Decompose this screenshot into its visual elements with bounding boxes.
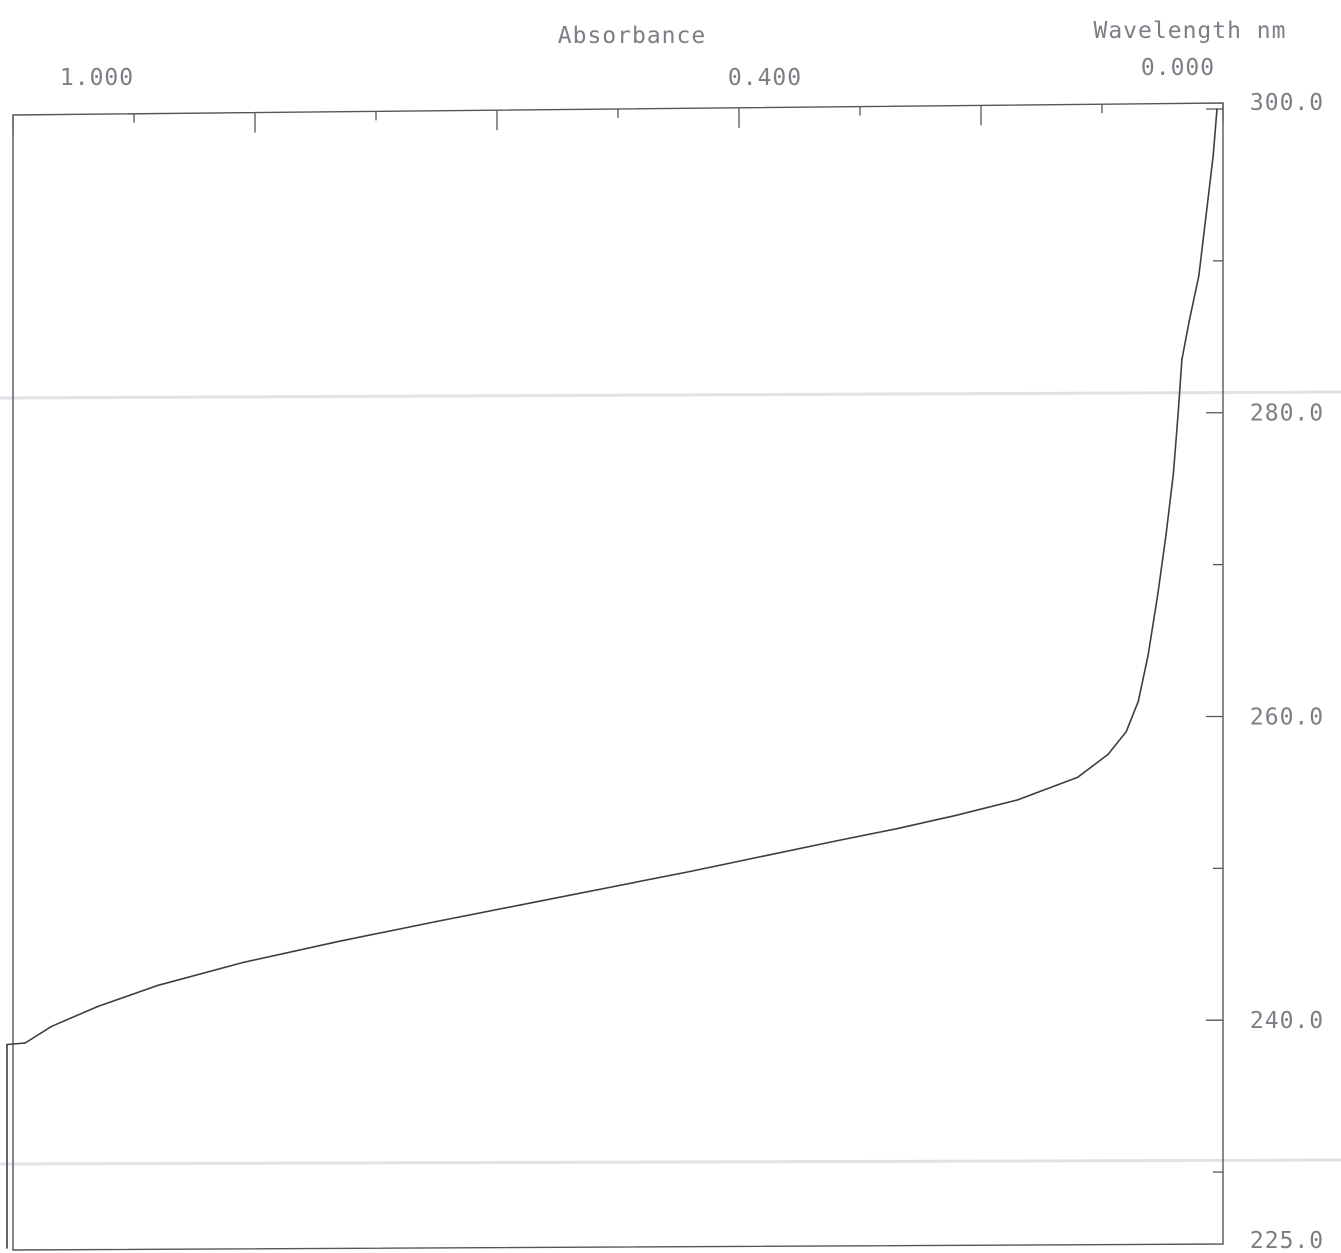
data-point [1188,320,1190,323]
data-point [6,1043,8,1046]
y-tick-label: 225.0 [1250,1228,1324,1253]
data-point [1205,214,1207,217]
spectrum-points [6,108,1218,1249]
data-point [1177,411,1180,414]
data-point [1172,472,1175,475]
y-axis-ticks [1206,108,1223,1173]
data-point [50,1025,53,1028]
y-tick-label: 260.0 [1250,704,1324,730]
y-tick-label: 240.0 [1250,1008,1324,1034]
data-point [1107,753,1109,756]
data-point [435,920,438,923]
data-point [6,1247,8,1249]
data-point [956,814,958,816]
data-point [762,855,764,857]
data-point [1077,776,1079,779]
data-point [242,961,244,964]
data-point [1137,700,1140,703]
plot-frame [12,102,1224,1251]
x-tick-label: 0.400 [728,65,802,91]
data-point [895,828,898,830]
data-point [1165,533,1167,536]
y-tick-label: 300.0 [1250,90,1324,116]
x-tick-label: 1.000 [60,65,134,91]
data-point [605,887,607,889]
data-point [835,840,837,842]
y-axis-title: Wavelength nm [1093,18,1286,44]
x-tick-label: 0.000 [1141,55,1215,81]
y-tick-label: 280.0 [1250,401,1324,427]
data-point [1181,358,1183,361]
data-point [157,984,159,987]
y-axis-tick-labels: 300.0 280.0 260.0 240.0 225.0 [1250,90,1324,1253]
x-axis-tick-labels: 1.000 0.400 0.000 [60,55,1215,91]
scan-streak [0,390,1341,400]
data-point [1156,594,1159,596]
data-point [520,903,522,906]
data-point [338,940,341,943]
data-point [1147,654,1149,657]
data-point [96,1005,99,1008]
x-axis-ticks [12,103,1224,135]
data-point [1198,275,1200,277]
scan-streak [0,1158,1341,1166]
spectrum-line [6,108,1218,1248]
data-point [24,1042,26,1044]
x-axis-title: Absorbance [558,23,706,49]
data-point [1212,153,1215,156]
data-point [1016,799,1019,801]
data-point [689,870,692,873]
data-point [1216,108,1218,110]
data-point [1125,730,1127,733]
